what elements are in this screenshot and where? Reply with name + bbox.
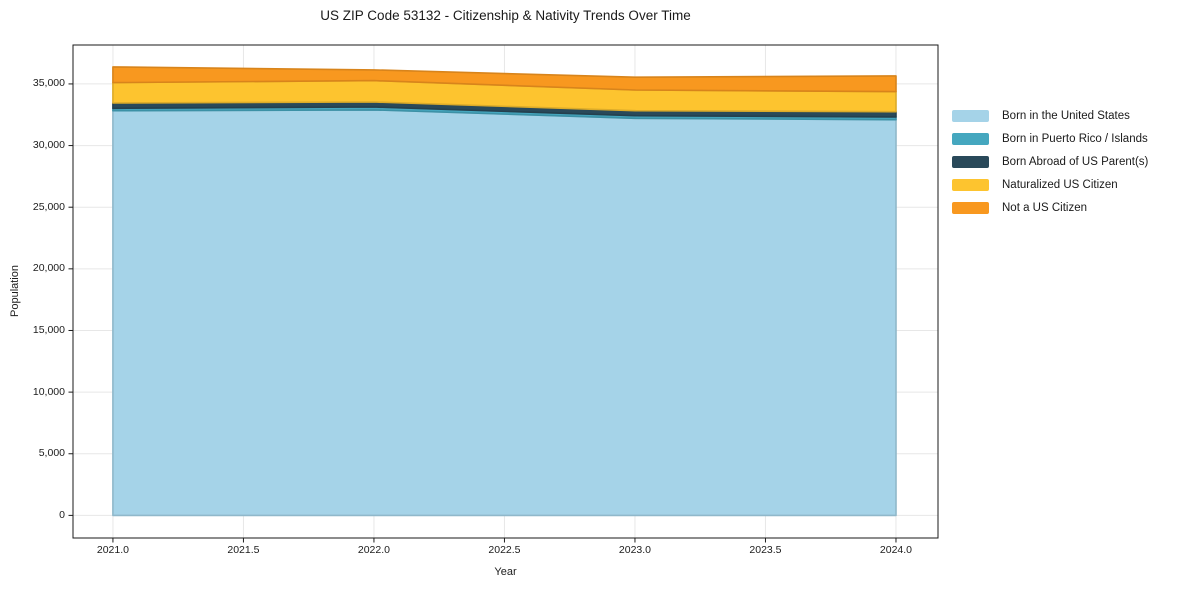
legend-label: Born Abroad of US Parent(s) — [1002, 155, 1149, 168]
x-tick-label: 2021.0 — [96, 544, 129, 556]
legend-row: Not a US Citizen — [952, 196, 1148, 219]
y-tick-label: 35,000 — [32, 77, 65, 90]
y-tick-label: 15,000 — [32, 323, 65, 336]
chart-title: US ZIP Code 53132 - Citizenship & Nativi… — [320, 8, 691, 23]
area-series — [112, 66, 897, 93]
y-tick-label: 20,000 — [32, 262, 65, 275]
legend-swatch — [952, 155, 989, 168]
y-tick-label: 5,000 — [38, 447, 65, 460]
y-tick-label: 25,000 — [32, 200, 65, 213]
y-tick-label: 0 — [59, 508, 65, 521]
x-tick-label: 2023.5 — [749, 544, 782, 556]
legend-row: Born in Puerto Rico / Islands — [952, 127, 1148, 150]
legend-label: Born in the United States — [1002, 109, 1130, 122]
area-series — [112, 109, 897, 517]
x-tick-label: 2023.0 — [618, 544, 652, 556]
y-tick-label: 10,000 — [32, 385, 65, 398]
x-tick-label: 2022.5 — [488, 544, 521, 556]
legend-swatch — [952, 132, 989, 145]
legend-label: Born in Puerto Rico / Islands — [1002, 132, 1148, 145]
legend-swatch — [952, 178, 989, 191]
axes-border — [72, 44, 939, 539]
legend-swatch — [952, 201, 989, 214]
legend: Born in the United States Born in Puerto … — [952, 104, 1148, 219]
legend-swatch — [952, 109, 989, 122]
x-tick-label: 2021.5 — [227, 544, 260, 556]
y-tick-label: 30,000 — [32, 139, 65, 152]
legend-label: Not a US Citizen — [1002, 201, 1088, 214]
x-tick-label: 2022.0 — [357, 544, 390, 556]
legend-row: Naturalized US Citizen — [952, 173, 1148, 196]
legend-row: Born in the United States — [952, 104, 1148, 127]
legend-row: Born Abroad of US Parent(s) — [952, 150, 1148, 173]
legend-label: Naturalized US Citizen — [1002, 178, 1118, 191]
x-axis-label: Year — [494, 566, 517, 578]
x-tick-label: 2024.0 — [879, 544, 913, 556]
